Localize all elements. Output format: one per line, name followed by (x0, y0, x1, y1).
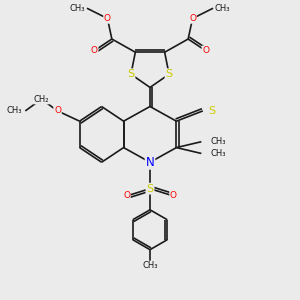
Text: CH₃: CH₃ (210, 137, 226, 146)
Text: CH₃: CH₃ (7, 106, 22, 116)
Text: S: S (146, 184, 154, 194)
Text: CH₃: CH₃ (214, 4, 230, 13)
Text: O: O (170, 191, 177, 200)
Text: O: O (91, 46, 98, 55)
Text: S: S (166, 69, 172, 79)
Text: S: S (128, 69, 134, 79)
Text: CH₃: CH₃ (70, 4, 86, 13)
Text: S: S (209, 106, 216, 116)
Text: O: O (189, 14, 196, 23)
Text: O: O (54, 106, 61, 116)
Text: O: O (202, 46, 209, 55)
Text: CH₃: CH₃ (210, 149, 226, 158)
Text: CH₃: CH₃ (142, 261, 158, 270)
Text: O: O (123, 191, 130, 200)
Text: N: N (146, 156, 154, 169)
Text: CH₂: CH₂ (34, 95, 49, 104)
Text: O: O (104, 14, 111, 23)
